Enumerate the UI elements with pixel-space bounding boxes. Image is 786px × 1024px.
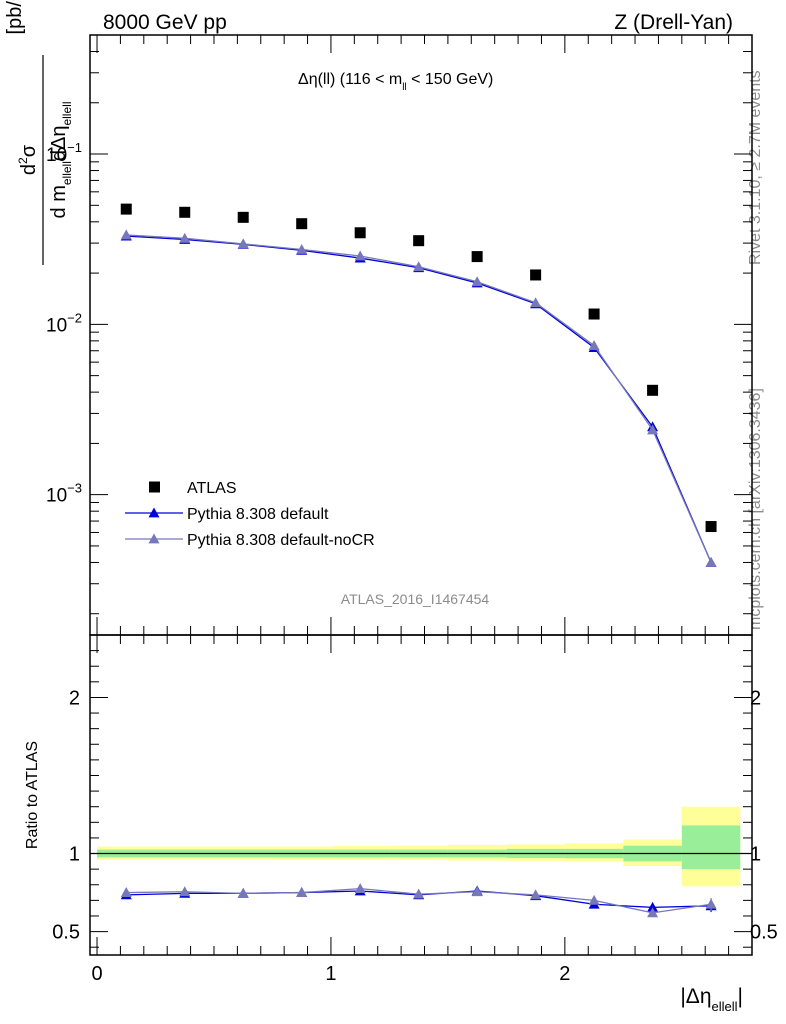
ratio-y-tick-label-right: 1	[750, 844, 761, 866]
xlabel-sub: ellell	[712, 999, 738, 1014]
atlas-data-point	[705, 521, 717, 533]
tick-exponent: −3	[67, 481, 82, 496]
pythia-nocr-ratio-marker	[647, 907, 659, 918]
pythia-nocr-ratio-marker	[471, 886, 483, 897]
plot-title: Δη(ll) (116 < mll < 150 GeV)	[298, 71, 493, 93]
mc-series-main	[120, 229, 717, 567]
ylabel-den-a: d m	[48, 185, 70, 218]
svg-text:d mellelldΔηellell: d mellelldΔηellell	[48, 102, 74, 219]
atlas-data-point	[530, 269, 542, 281]
xlabel-main: |Δη	[680, 985, 711, 1008]
ylabel-den-b: dΔη	[48, 126, 70, 162]
x-axis-label: |Δηellell|	[680, 985, 743, 1014]
pythia-nocr-ratio-marker	[354, 883, 366, 894]
pythia-nocr-ratio-marker	[705, 898, 717, 909]
pythia-nocr-marker	[296, 244, 308, 254]
plot-title-sub: ll	[402, 82, 406, 93]
mcplots-label: mcplots.cern.ch [arXiv:1306.3436]	[747, 388, 764, 630]
header-right: Z (Drell-Yan)	[614, 11, 733, 34]
main-y-tick-label: 10−1	[46, 140, 82, 166]
pythia-nocr-marker	[179, 232, 191, 243]
x-tick-label: 2	[559, 963, 570, 985]
ratio-y-tick-label-left: 1	[69, 844, 80, 866]
ylabel-den-sub2: ellell	[60, 102, 74, 126]
atlas-data-point	[237, 211, 249, 223]
pythia-nocr-ratio-marker	[296, 887, 308, 897]
pythia-nocr-ratio-marker	[413, 888, 425, 899]
tick-labels: 10−110−210−30 1 20.5 0.51 12 2	[46, 140, 778, 985]
pythia-nocr-marker	[354, 250, 366, 261]
xlabel-close: |	[738, 985, 743, 1008]
pythia-nocr-ratio-marker	[530, 889, 542, 900]
tick-base: 10	[46, 486, 67, 507]
ratio-y-tick-label-left: 2	[69, 687, 80, 709]
tick-exponent: −2	[67, 310, 82, 325]
pythia-nocr-marker	[237, 238, 249, 249]
ratio-y-axis-label: Ratio to ATLAS	[24, 741, 41, 849]
pythia-nocr-ratio-marker	[120, 887, 132, 897]
main-y-tick-label: 10−3	[46, 481, 82, 507]
tick-exponent: −1	[67, 140, 82, 155]
atlas-data-point	[296, 218, 308, 230]
svg-text:d2σ: d2σ	[16, 144, 40, 175]
x-tick-label: 1	[325, 963, 336, 985]
atlas-data-point	[120, 203, 132, 215]
plot-title-main: Δη(ll) (116 < m	[298, 71, 402, 88]
x-tick-label: 0	[91, 963, 102, 985]
legend-label: Pythia 8.308 default	[187, 506, 329, 523]
ylabel-sigma: σ	[18, 144, 40, 157]
pythia-nocr-ratio-marker	[237, 887, 249, 898]
pythia-nocr-marker	[413, 261, 425, 272]
ratio-y-tick-label-right: 0.5	[750, 922, 778, 944]
legend-triangle-marker	[148, 533, 160, 544]
main-y-tick-label: 10−2	[46, 310, 82, 336]
atlas-data-point	[179, 206, 191, 218]
tick-base: 10	[46, 145, 67, 166]
axis-ticks	[90, 34, 752, 955]
pythia-nocr-marker	[471, 276, 483, 287]
analysis-watermark: ATLAS_2016_I1467454	[341, 591, 490, 607]
ratio-y-tick-label-right: 2	[750, 687, 761, 709]
legend-triangle-marker	[148, 507, 160, 518]
stat-uncertainty-band	[681, 825, 741, 870]
ylabel-sup: 2	[16, 157, 30, 164]
tick-base: 10	[46, 315, 67, 336]
pythia-nocr-marker	[120, 229, 132, 240]
atlas-data-point	[471, 251, 483, 263]
uncertainty-bands	[97, 806, 741, 887]
pythia-nocr-ratio-marker	[179, 886, 191, 897]
main-y-axis-label: d2σ d mellelldΔηellell [pb/GeV]	[4, 0, 74, 265]
pythia-nocr-marker	[530, 297, 542, 308]
atlas-data-point	[413, 235, 425, 247]
mc-series-ratio	[120, 883, 717, 918]
rivet-label: Rivet 3.1.10, ≥ 2.7M events	[747, 70, 764, 265]
ylabel-den-sub1: ellell	[60, 161, 74, 185]
atlas-data-point	[588, 308, 600, 320]
atlas-data-point	[647, 384, 659, 396]
pythia-nocr-marker	[588, 340, 600, 351]
plot-title-tail: < 150 GeV)	[407, 71, 494, 88]
pythia-nocr-ratio-marker	[588, 894, 600, 905]
ylabel-units: [pb/GeV]	[4, 0, 26, 34]
atlas-data-point	[354, 227, 366, 239]
legend: ATLAS Pythia 8.308 default Pythia 8.308 de…	[125, 480, 375, 549]
ratio-y-tick-label-left: 0.5	[52, 922, 80, 944]
legend-atlas-marker	[149, 481, 160, 493]
header-left: 8000 GeV pp	[103, 11, 227, 34]
legend-label: Pythia 8.308 default-noCR	[187, 532, 375, 549]
ylabel-d: d	[18, 164, 40, 175]
legend-label: ATLAS	[187, 480, 237, 497]
pythia-nocr-marker	[647, 424, 659, 435]
atlas-points	[120, 203, 717, 533]
pythia-default-ratio-marker	[647, 901, 659, 912]
ratio-panel-frame	[89, 634, 753, 956]
pythia-nocr-marker	[705, 556, 717, 567]
